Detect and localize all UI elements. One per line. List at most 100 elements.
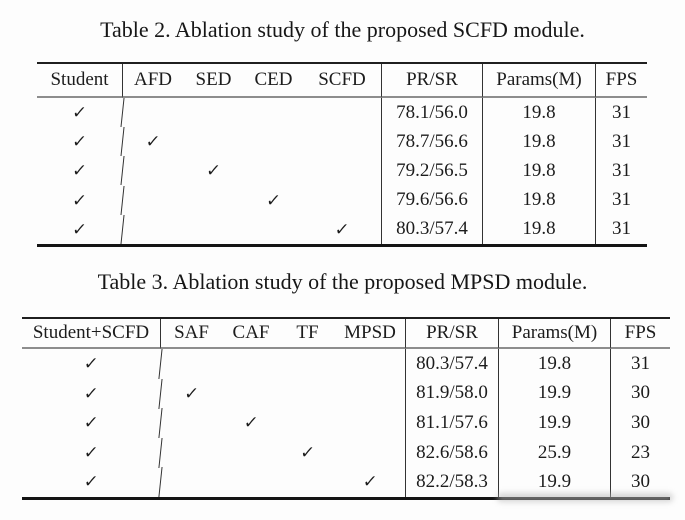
metric-cell-params-m: 19.9: [498, 467, 610, 497]
metric-cell-pr-sr: 81.9/58.0: [405, 378, 498, 409]
metric-cell-pr-sr: 79.2/56.5: [381, 156, 482, 186]
check-cell-sed: [181, 186, 245, 215]
metric-cell-fps: 30: [610, 467, 670, 497]
check-cell-sed: ✓: [205, 160, 222, 180]
check-cell-scfd: [301, 127, 382, 156]
check-cell-caf: [220, 438, 281, 468]
table-3-caption: Table 3. Ablation study of the proposed …: [97, 269, 588, 294]
check-cell-saf: [158, 437, 224, 468]
metric-cell-pr-sr: 78.7/56.6: [381, 127, 482, 157]
header-cell-caf: CAF: [222, 319, 280, 349]
header-cell-student-scfd: Student+SCFD: [22, 319, 160, 349]
check-cell-mpsd: ✓: [361, 472, 379, 492]
check-cell-sed: [181, 98, 245, 127]
base-check-cell: ✓: [71, 102, 88, 122]
metric-cell-params-m: 25.9: [498, 437, 610, 468]
check-cell-mpsd: [333, 379, 406, 409]
check-cell-afd: [120, 156, 185, 186]
metric-cell-params-m: 19.8: [482, 214, 595, 244]
base-check-cell: ✓: [82, 412, 100, 432]
metric-cell-params-m: 19.8: [482, 156, 595, 186]
check-cell-saf: ✓: [158, 378, 224, 409]
metric-cell-params-m: 19.8: [482, 185, 595, 215]
metric-cell-fps: 31: [595, 185, 647, 215]
metric-cell-pr-sr: 81.1/57.6: [405, 408, 498, 438]
check-cell-caf: ✓: [242, 412, 260, 432]
table-2-caption: Table 2. Ablation study of the proposed …: [100, 17, 585, 42]
check-cell-scfd: ✓: [333, 219, 351, 239]
metric-cell-pr-sr: 82.2/58.3: [405, 467, 498, 497]
check-cell-afd: [120, 185, 185, 215]
base-check-cell: ✓: [82, 442, 100, 462]
metric-cell-pr-sr: 78.1/56.0: [381, 98, 482, 128]
check-cell-caf: [220, 467, 281, 497]
header-cell-tf: TF: [280, 319, 335, 349]
base-check-cell: ✓: [82, 353, 100, 373]
check-cell-ced: [242, 98, 304, 127]
base-check-cell: ✓: [71, 131, 88, 151]
check-cell-mpsd: [333, 349, 406, 379]
header-cell-params-m: Params(M): [482, 64, 595, 98]
header-cell-sed: SED: [183, 64, 244, 98]
metric-cell-pr-sr: 80.3/57.4: [405, 349, 498, 379]
metric-cell-params-m: 19.8: [482, 127, 595, 157]
check-cell-scfd: [301, 156, 382, 185]
metric-cell-params-m: 19.8: [482, 98, 595, 128]
check-cell-saf: [158, 467, 224, 497]
check-cell-tf: [278, 349, 336, 379]
check-cell-sed: [181, 127, 245, 156]
check-cell-afd: [120, 214, 185, 244]
metric-cell-fps: 23: [610, 437, 670, 468]
check-cell-scfd: [301, 98, 382, 127]
check-cell-mpsd: [333, 438, 406, 468]
header-cell-afd: AFD: [122, 64, 183, 98]
check-cell-tf: [278, 467, 336, 497]
metric-cell-fps: 31: [595, 214, 647, 244]
base-check-cell: ✓: [82, 472, 100, 492]
header-cell-pr-sr: PR/SR: [405, 319, 498, 349]
table-3-ablation-mpsd: Student+SCFD SAF CAF TF MPSD PR/SR Params(M) FP…: [22, 317, 670, 500]
metric-cell-fps: 31: [595, 127, 647, 157]
metric-cell-fps: 30: [610, 378, 670, 409]
check-cell-mpsd: [333, 408, 406, 438]
header-cell-saf: SAF: [160, 319, 222, 349]
check-cell-caf: [220, 379, 281, 409]
metric-cell-pr-sr: 82.6/58.6: [405, 437, 498, 468]
metric-cell-params-m: 19.9: [498, 378, 610, 409]
check-cell-afd: ✓: [120, 127, 185, 157]
header-cell-fps: FPS: [610, 319, 670, 349]
base-check-cell: ✓: [82, 383, 100, 403]
check-cell-ced: [242, 156, 304, 185]
header-cell-params-m: Params(M): [498, 319, 610, 349]
base-check-cell: ✓: [71, 219, 88, 239]
check-cell-tf: [278, 408, 336, 438]
metric-cell-fps: 31: [610, 349, 670, 379]
header-cell-mpsd: MPSD: [335, 319, 405, 349]
metric-cell-pr-sr: 80.3/57.4: [381, 214, 482, 244]
check-cell-tf: [278, 379, 336, 409]
table-2-ablation-scfd: Student AFD SED CED SCFD PR/SR Params(M) FPS ✓ 78…: [37, 62, 647, 247]
header-cell-student: Student: [37, 64, 122, 98]
check-cell-ced: [242, 127, 304, 156]
check-cell-scfd: [301, 186, 382, 215]
metric-cell-pr-sr: 79.6/56.6: [381, 185, 482, 215]
metric-cell-fps: 30: [610, 408, 670, 438]
metric-cell-fps: 31: [595, 98, 647, 128]
check-cell-saf: [158, 349, 224, 379]
base-check-cell: ✓: [71, 190, 88, 210]
check-cell-afd: [120, 98, 185, 128]
check-cell-ced: [242, 215, 304, 244]
check-cell-caf: [220, 349, 281, 379]
check-cell-sed: [181, 215, 245, 244]
check-cell-saf: [158, 408, 224, 438]
header-cell-scfd: SCFD: [303, 64, 381, 98]
metric-cell-params-m: 19.8: [498, 349, 610, 379]
metric-cell-params-m: 19.9: [498, 408, 610, 438]
header-cell-pr-sr: PR/SR: [381, 64, 482, 98]
check-cell-ced: ✓: [265, 190, 282, 210]
header-cell-ced: CED: [244, 64, 303, 98]
metric-cell-fps: 31: [595, 156, 647, 186]
header-cell-fps: FPS: [595, 64, 647, 98]
check-cell-tf: ✓: [299, 442, 316, 462]
